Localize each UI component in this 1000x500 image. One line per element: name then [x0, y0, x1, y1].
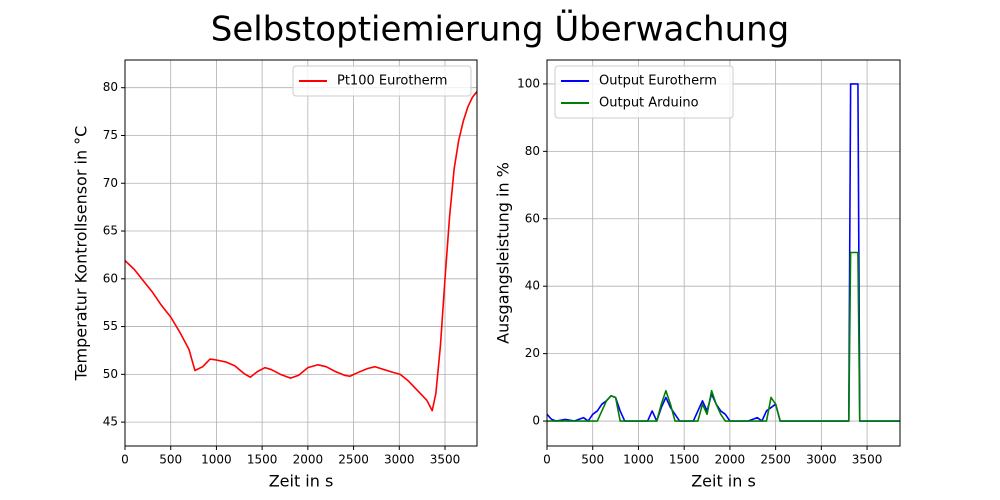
- legend-label: Output Arduino: [599, 96, 699, 111]
- y-tick-label: 0: [532, 414, 540, 428]
- legend-label: Output Eurotherm: [599, 74, 717, 89]
- legend-box: [554, 65, 734, 119]
- data-line: [547, 83, 900, 422]
- x-tick-label: 2500: [338, 453, 369, 467]
- y-tick-label: 80: [525, 144, 540, 158]
- axes-frame: [546, 59, 901, 447]
- x-tick-label: 3000: [806, 453, 837, 467]
- figure-title: Selbstoptiemierung Überwachung: [211, 9, 790, 50]
- y-axis-label: Temperatur Kontrollsensor in °C: [72, 126, 91, 382]
- y-tick-label: 40: [525, 279, 540, 293]
- y-tick-label: 80: [103, 80, 118, 94]
- x-tick-label: 1000: [623, 453, 654, 467]
- x-tick-label: 3500: [430, 453, 461, 467]
- x-tick-label: 3500: [852, 453, 883, 467]
- data-line: [125, 91, 477, 412]
- y-tick-label: 70: [103, 176, 118, 190]
- legend-box: [292, 65, 472, 97]
- x-axis-label: Zeit in s: [691, 472, 756, 491]
- y-tick-label: 45: [103, 415, 118, 429]
- x-tick-label: 500: [159, 453, 182, 467]
- y-tick-label: 60: [525, 211, 540, 225]
- y-tick-label: 50: [103, 367, 118, 381]
- legend-label: Pt100 Eurotherm: [337, 74, 447, 89]
- y-tick-label: 75: [103, 128, 118, 142]
- x-tick-label: 2500: [760, 453, 791, 467]
- y-tick-label: 60: [103, 271, 118, 285]
- x-axis-label: Zeit in s: [269, 472, 334, 491]
- y-tick-label: 65: [103, 224, 118, 238]
- y-axis-label: Ausgangsleistung in %: [494, 162, 513, 344]
- x-tick-label: 1500: [247, 453, 278, 467]
- x-tick-label: 3000: [384, 453, 415, 467]
- x-tick-label: 1500: [669, 453, 700, 467]
- x-tick-label: 1000: [201, 453, 232, 467]
- x-tick-label: 2000: [293, 453, 324, 467]
- x-tick-label: 0: [121, 453, 129, 467]
- y-tick-label: 100: [517, 76, 540, 90]
- x-tick-label: 500: [581, 453, 604, 467]
- axes-frame: [124, 59, 478, 447]
- y-tick-label: 20: [525, 346, 540, 360]
- x-tick-label: 0: [543, 453, 551, 467]
- y-tick-label: 55: [103, 319, 118, 333]
- x-tick-label: 2000: [715, 453, 746, 467]
- data-line: [547, 251, 900, 422]
